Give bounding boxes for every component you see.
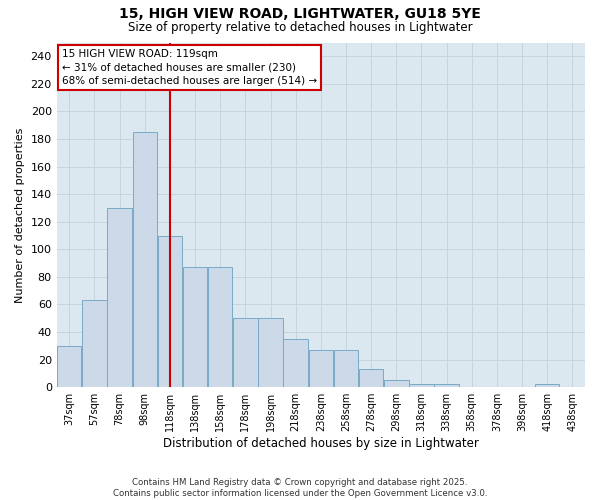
Bar bbox=[409, 384, 434, 387]
X-axis label: Distribution of detached houses by size in Lightwater: Distribution of detached houses by size … bbox=[163, 437, 479, 450]
Bar bbox=[259, 318, 283, 387]
Y-axis label: Number of detached properties: Number of detached properties bbox=[15, 127, 25, 302]
Bar bbox=[334, 350, 358, 387]
Bar bbox=[359, 370, 383, 387]
Bar bbox=[208, 267, 232, 387]
Bar bbox=[535, 384, 559, 387]
Bar bbox=[183, 267, 207, 387]
Bar bbox=[434, 384, 459, 387]
Bar bbox=[233, 318, 257, 387]
Text: Contains HM Land Registry data © Crown copyright and database right 2025.
Contai: Contains HM Land Registry data © Crown c… bbox=[113, 478, 487, 498]
Bar bbox=[133, 132, 157, 387]
Bar bbox=[283, 339, 308, 387]
Bar bbox=[82, 300, 107, 387]
Text: 15 HIGH VIEW ROAD: 119sqm
← 31% of detached houses are smaller (230)
68% of semi: 15 HIGH VIEW ROAD: 119sqm ← 31% of detac… bbox=[62, 50, 317, 86]
Bar bbox=[107, 208, 132, 387]
Bar bbox=[158, 236, 182, 387]
Bar bbox=[57, 346, 82, 387]
Text: 15, HIGH VIEW ROAD, LIGHTWATER, GU18 5YE: 15, HIGH VIEW ROAD, LIGHTWATER, GU18 5YE bbox=[119, 8, 481, 22]
Bar bbox=[384, 380, 409, 387]
Text: Size of property relative to detached houses in Lightwater: Size of property relative to detached ho… bbox=[128, 21, 472, 34]
Bar bbox=[308, 350, 333, 387]
